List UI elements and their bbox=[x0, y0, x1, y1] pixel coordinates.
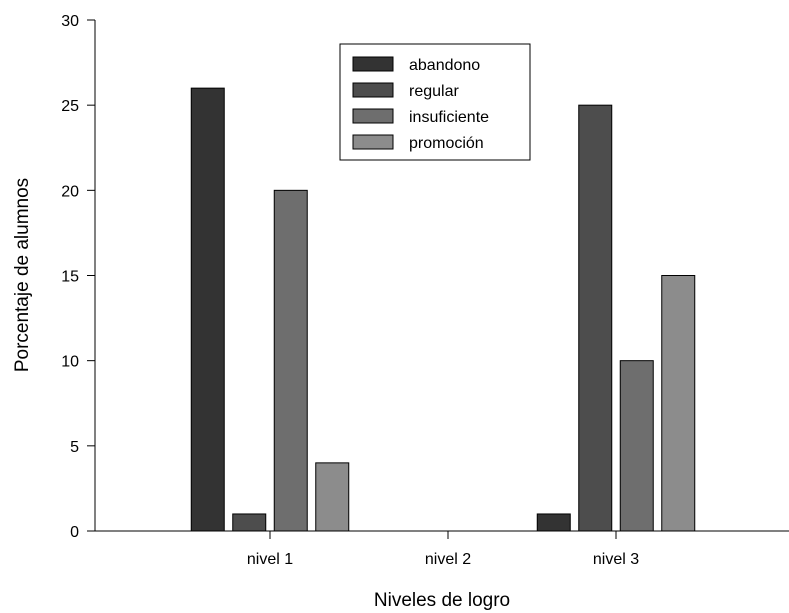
bar-regular-3 bbox=[578, 104, 613, 532]
legend-label: promoción bbox=[409, 135, 484, 152]
bar-promoci-n-3 bbox=[661, 275, 696, 532]
x-tick-label: nivel 2 bbox=[425, 551, 471, 568]
x-tick-label: nivel 3 bbox=[593, 551, 639, 568]
x-ticks: nivel 1 nivel 2 nivel 3 bbox=[247, 531, 639, 568]
bar-insuficiente-1 bbox=[273, 189, 308, 532]
y-ticks: 0 5 10 15 20 25 30 bbox=[61, 13, 95, 541]
bar-abandono-1 bbox=[190, 87, 225, 532]
bar-insuficiente-3 bbox=[619, 360, 654, 532]
bar-regular-1 bbox=[232, 513, 267, 532]
y-axis-label: Porcentaje de alumnos bbox=[12, 178, 33, 372]
legend-label: insuficiente bbox=[409, 109, 489, 126]
y-tick-label: 30 bbox=[61, 13, 79, 30]
legend-label: abandono bbox=[409, 57, 480, 74]
bars bbox=[190, 87, 696, 532]
legend-label: regular bbox=[409, 83, 459, 100]
y-tick-label: 15 bbox=[61, 269, 79, 286]
x-axis-label: Niveles de logro bbox=[374, 590, 510, 611]
bar-abandono-3 bbox=[536, 513, 571, 532]
x-tick-label: nivel 1 bbox=[247, 551, 293, 568]
y-tick-label: 5 bbox=[70, 439, 79, 456]
legend-swatch bbox=[352, 108, 394, 124]
y-tick-label: 10 bbox=[61, 354, 79, 371]
bar-promoci-n-1 bbox=[315, 462, 350, 532]
y-tick-label: 0 bbox=[70, 524, 79, 541]
y-tick-label: 20 bbox=[61, 183, 79, 200]
legend-swatch bbox=[352, 82, 394, 98]
legend: abandono regular insuficiente promoción bbox=[339, 43, 531, 161]
y-tick-label: 25 bbox=[61, 98, 79, 115]
legend-swatch bbox=[352, 56, 394, 72]
legend-swatch bbox=[352, 134, 394, 150]
